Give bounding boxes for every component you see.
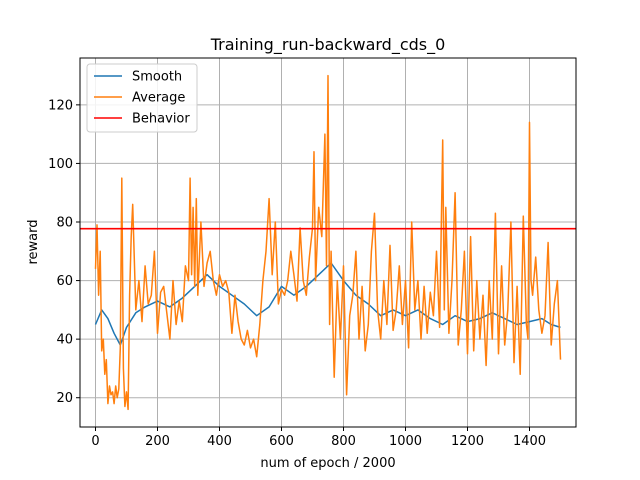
legend-label-smooth: Smooth <box>132 70 182 85</box>
y-tick-label: 120 <box>48 98 73 113</box>
y-axis-ticks: 20 40 60 80 100 120 <box>48 98 80 406</box>
plot-frame <box>79 57 577 428</box>
x-tick-label: 200 <box>145 434 170 449</box>
x-tick-label: 1400 <box>513 434 546 449</box>
x-tick-label: 400 <box>207 434 232 449</box>
x-axis-ticks: 0 200 400 600 800 1000 1200 1400 <box>91 427 546 449</box>
average-line <box>94 74 562 411</box>
legend-label-average: Average <box>132 91 185 106</box>
x-tick-label: 800 <box>331 434 356 449</box>
y-tick-label: 20 <box>56 391 73 406</box>
legend: Smooth Average Behavior <box>86 63 198 133</box>
x-tick-label: 1200 <box>451 434 484 449</box>
x-axis-label: num of epoch / 2000 <box>260 456 395 471</box>
chart-title: Training_run-backward_cds_0 <box>210 35 446 55</box>
legend-label-behavior: Behavior <box>132 112 190 127</box>
legend-box <box>86 63 198 133</box>
y-tick-label: 60 <box>56 274 73 289</box>
y-tick-label: 100 <box>48 157 73 172</box>
y-tick-label: 80 <box>56 216 73 231</box>
x-tick-label: 0 <box>91 434 99 449</box>
y-tick-label: 40 <box>56 333 73 348</box>
x-tick-label: 1000 <box>389 434 422 449</box>
y-axis-label: reward <box>26 219 41 264</box>
x-tick-label: 600 <box>269 434 294 449</box>
series-layer <box>80 74 576 411</box>
